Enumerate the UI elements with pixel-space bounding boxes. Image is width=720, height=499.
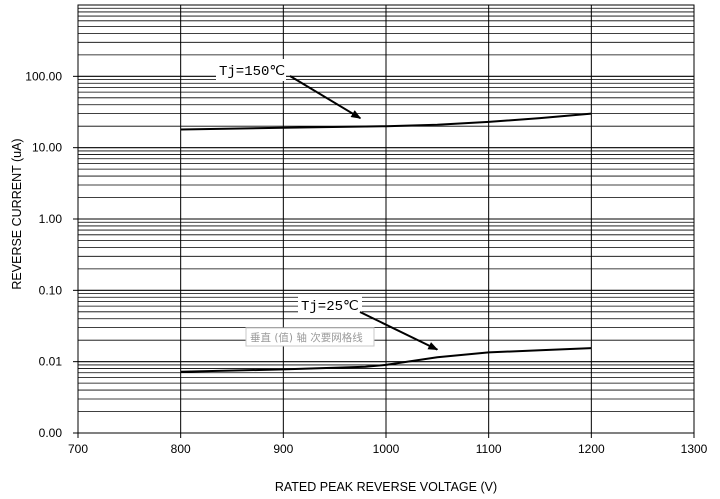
annotation-box [298,294,362,316]
annotation-arrow [289,75,362,120]
annotation-box [216,59,286,81]
grid-lines [77,5,695,434]
watermark-box [245,327,375,347]
y-tick-label: 0.00 [39,426,63,440]
tick-labels: 700 800 900 1000 1100 1200 1300 0.00 0.01 0.10 1.0… [25,69,707,456]
series-lines [180,112,592,373]
annotations: Tj=150℃ Tj=25℃ 垂直 (值) 轴 次要网格线 [216,59,439,351]
y-axis-label: REVERSE CURRENT (uA) [10,138,24,289]
series-line [180,347,592,373]
series-line [180,112,592,131]
annotation-arrow [359,311,439,351]
x-axis-label: RATED PEAK REVERSE VOLTAGE (V) [275,480,497,494]
x-tick-label: 700 [68,442,88,456]
x-tick-label: 800 [171,442,191,456]
annotation-label: Tj=150℃ [219,64,285,80]
x-tick-label: 1300 [681,442,708,456]
x-tick-label: 1200 [578,442,605,456]
y-tick-label: 1.00 [39,212,63,226]
y-tick-label: 100.00 [25,69,62,83]
x-tick-label: 900 [273,442,293,456]
watermark-text: 垂直 (值) 轴 次要网格线 [250,331,363,344]
y-tick-label: 0.01 [39,355,63,369]
annotation-label: Tj=25℃ [301,299,359,315]
y-tick-label: 10.00 [32,141,62,155]
x-tick-label: 1100 [476,442,502,456]
x-tick-label: 1000 [373,442,400,456]
y-tick-label: 0.10 [39,283,63,297]
